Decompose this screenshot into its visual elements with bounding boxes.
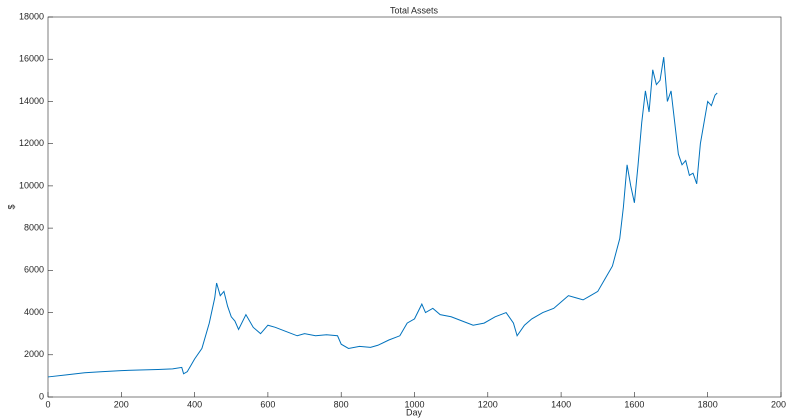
y-tick-label: 2000 — [24, 349, 44, 359]
x-tick-label: 1600 — [624, 399, 644, 409]
y-tick-label: 4000 — [24, 307, 44, 317]
chart-title: Total Assets — [390, 5, 439, 15]
y-tick-label: 6000 — [24, 265, 44, 275]
y-tick-label: 12000 — [19, 138, 44, 148]
y-tick-label: 16000 — [19, 54, 44, 64]
x-tick-label: 1000 — [404, 399, 424, 409]
y-tick-label: 0 — [39, 391, 44, 401]
data-line — [47, 57, 718, 378]
y-tick-label: 14000 — [19, 96, 44, 106]
x-tick-label: 2000 — [771, 399, 786, 409]
x-tick-label: 1400 — [551, 399, 571, 409]
y-tick-label: 8000 — [24, 222, 44, 232]
x-tick-label: 1800 — [698, 399, 718, 409]
x-tick-label: 600 — [260, 399, 275, 409]
x-tick-label: 0 — [45, 399, 50, 409]
y-tick-label: 18000 — [19, 11, 44, 21]
x-axis-label: Day — [406, 407, 423, 417]
x-tick-label: 800 — [334, 399, 349, 409]
x-tick-label: 400 — [187, 399, 202, 409]
plot-frame — [47, 16, 782, 398]
y-tick-label: 10000 — [19, 180, 44, 190]
x-tick-label: 1200 — [478, 399, 498, 409]
y-axis-label: $ — [6, 204, 16, 209]
x-tick-label: 200 — [114, 399, 129, 409]
